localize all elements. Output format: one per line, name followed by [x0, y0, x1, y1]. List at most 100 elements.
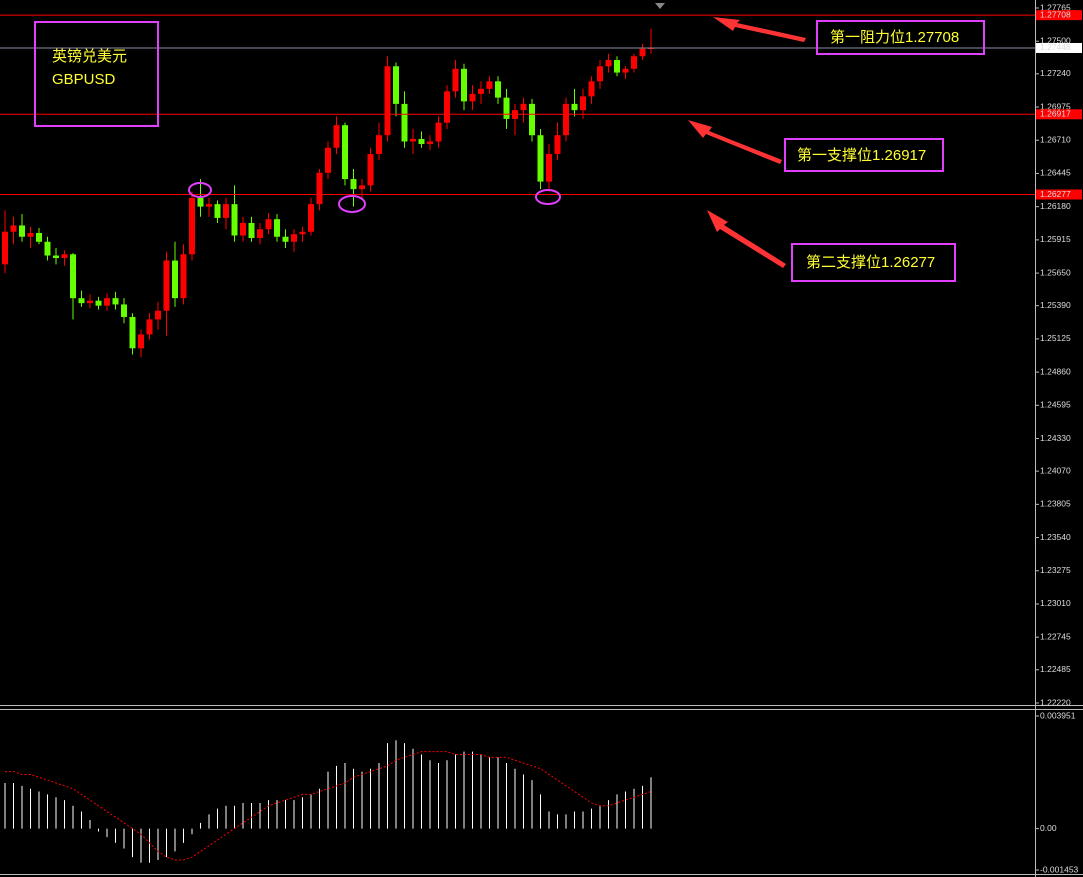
candle-body [155, 310, 161, 320]
candle-body [10, 225, 17, 232]
candle-body [614, 60, 620, 73]
candle-body [70, 254, 76, 299]
candle-body [418, 138, 425, 144]
candle-body [163, 260, 170, 311]
arrow [707, 210, 786, 268]
candle-body [520, 103, 527, 111]
candle-body [486, 81, 493, 89]
highlight-ellipse [338, 195, 366, 213]
highlight-ellipse [535, 189, 561, 205]
arrows [688, 17, 806, 268]
candle-body [104, 298, 110, 306]
candle-body [61, 254, 68, 259]
candle-body [469, 93, 476, 102]
candle-body [427, 141, 433, 144]
candle-body [274, 219, 280, 237]
current-price-bg [1036, 42, 1082, 53]
candle-body [214, 204, 221, 218]
highlight-ellipse [188, 182, 212, 198]
y-tick-label: 1.24070 [1040, 465, 1071, 475]
candle-body [333, 125, 340, 148]
candle-body [401, 103, 408, 142]
y-tick-label: -0.001453 [1040, 864, 1079, 874]
candle-body [495, 81, 501, 98]
candle-body [622, 68, 629, 73]
y-tick-label: 1.23805 [1040, 499, 1071, 509]
y-tick-label: 1.23540 [1040, 532, 1071, 542]
y-tick-label: 1.25125 [1040, 333, 1071, 343]
candle-body [554, 135, 561, 155]
candle-body [359, 185, 365, 190]
candle-body [78, 298, 85, 304]
candle-body [231, 204, 238, 236]
candle-body [27, 232, 34, 237]
candle-body [461, 68, 467, 102]
y-tick-label: 1.24595 [1040, 400, 1071, 410]
candle-body [180, 254, 187, 299]
candle-body [367, 154, 374, 186]
ellipses [188, 182, 561, 213]
candle-body [240, 222, 246, 236]
candle-body [129, 316, 136, 349]
y-tick-label: 1.27500 [1040, 35, 1071, 45]
annotation-box [816, 20, 985, 55]
y-tick-label: 1.22745 [1040, 631, 1071, 641]
candle-body [444, 91, 450, 123]
y-tick-label: 1.26975 [1040, 101, 1071, 111]
candle-body [257, 229, 263, 238]
level-label-bg [1036, 10, 1082, 21]
level-label: 1.26917 [1040, 109, 1071, 119]
annotation: 第一支撑位1.26917 [797, 146, 926, 164]
shift-marker [655, 3, 665, 9]
chart-subtitle: GBPUSD [52, 71, 116, 88]
candle-body [452, 68, 459, 92]
candle-body [546, 154, 552, 182]
y-tick-label: 1.24330 [1040, 433, 1071, 443]
y-tick-label: 1.27765 [1040, 2, 1071, 12]
candle-body [189, 197, 195, 255]
candle-body [410, 138, 416, 142]
candle-body [223, 204, 229, 218]
candle-body [121, 304, 127, 317]
y-tick-label: 1.26445 [1040, 168, 1071, 178]
level-label: 1.26277 [1040, 189, 1071, 199]
y-tick-label: 1.25650 [1040, 267, 1071, 277]
candle-body [350, 179, 357, 190]
y-tick-label: 1.23010 [1040, 598, 1071, 608]
candle-body [265, 219, 272, 230]
y-tick-label: 0.00 [1040, 823, 1057, 833]
candle-body [87, 300, 93, 304]
y-tick-label: 1.22220 [1040, 697, 1071, 707]
candle-body [316, 172, 323, 205]
candle-body [435, 122, 442, 142]
candle-body [342, 125, 348, 180]
candle-body [138, 334, 144, 349]
candle-body [291, 234, 297, 242]
title-box [34, 21, 159, 127]
candle-body [36, 232, 42, 242]
candle-body [2, 231, 8, 265]
annotation-box [791, 243, 956, 282]
y-tick-label: 1.26710 [1040, 134, 1071, 144]
candle-body [631, 56, 637, 69]
candle-body [597, 66, 603, 82]
candle-body [299, 231, 306, 235]
candle-body [206, 204, 212, 207]
candle-body [529, 103, 535, 136]
candle-body [571, 103, 578, 111]
candle-body [605, 60, 612, 67]
y-tick-label: 1.23275 [1040, 565, 1071, 575]
candle-body [639, 48, 646, 57]
annotation-box [784, 138, 944, 172]
y-tick-label: 1.25390 [1040, 300, 1071, 310]
y-tick-label: 1.27240 [1040, 68, 1071, 78]
candle-body [563, 103, 569, 136]
candle-body [146, 319, 153, 335]
candle-body [95, 300, 102, 306]
annotation: 第二支撑位1.26277 [806, 253, 935, 271]
level-label-bg [1036, 189, 1082, 200]
candle-body [580, 96, 586, 111]
